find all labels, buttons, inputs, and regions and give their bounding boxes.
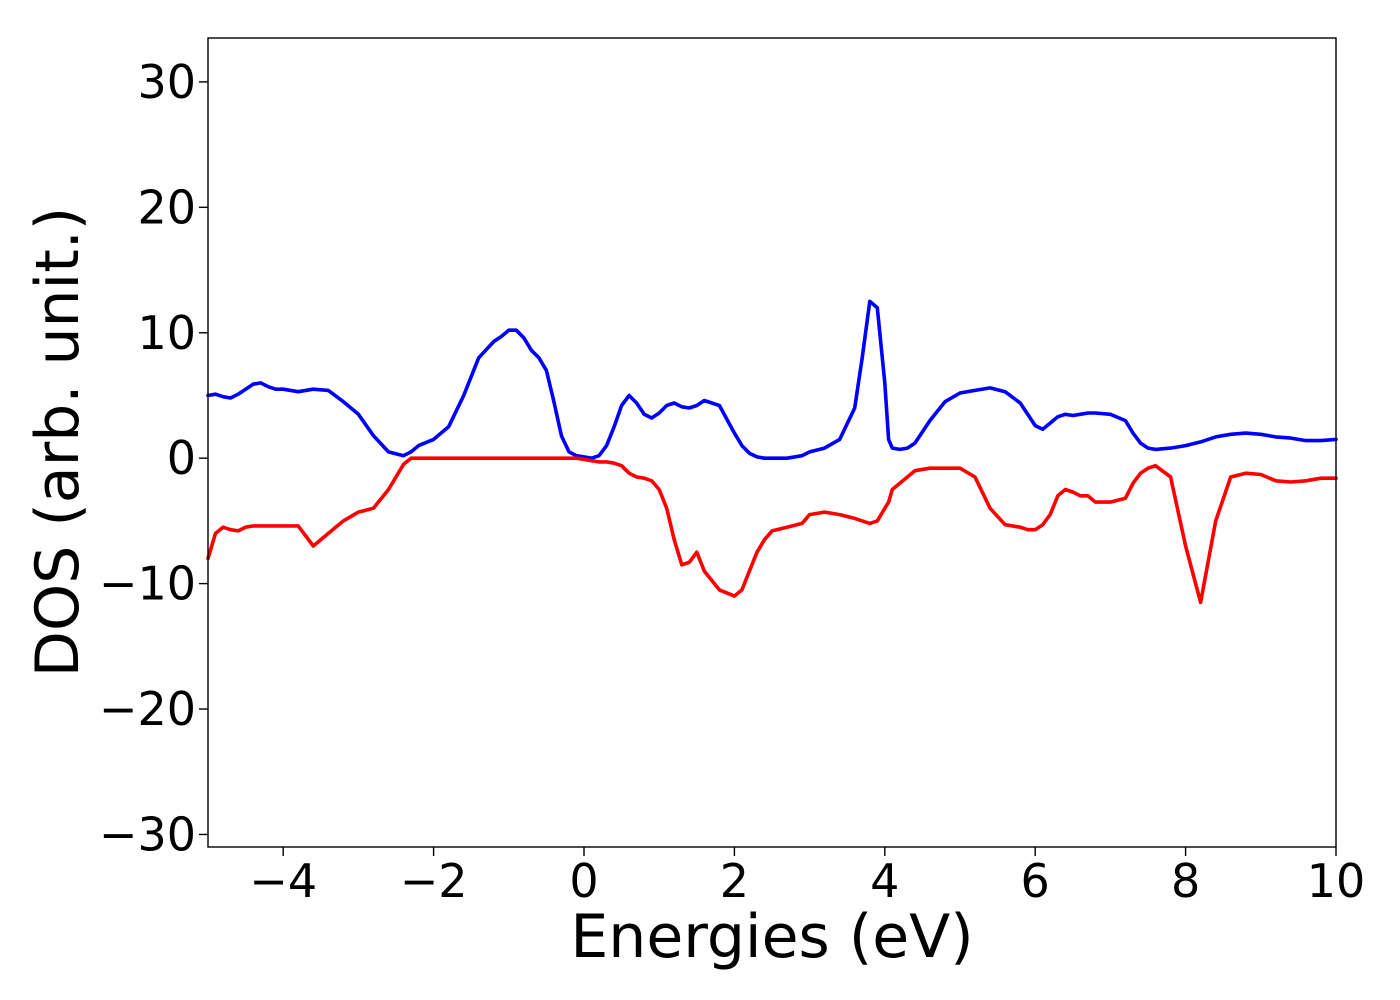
- y-tick-label: −10: [99, 557, 196, 611]
- y-tick-label: 30: [137, 55, 196, 109]
- y-tick-label: −30: [99, 807, 196, 861]
- y-tick-label: 20: [137, 180, 196, 234]
- y-axis-label: DOS (arb. unit.): [23, 207, 93, 677]
- x-tick-label: 10: [1307, 854, 1366, 908]
- x-tick-label: 8: [1171, 854, 1200, 908]
- series-layer: [206, 299, 1338, 605]
- x-tick-label: −4: [249, 854, 317, 908]
- y-axis-ticks: −30 −20 −10 0 10 20 30: [99, 55, 208, 861]
- series-line-1: [206, 299, 1338, 460]
- plot-frame: [207, 37, 1337, 848]
- x-tick-label: −2: [400, 854, 468, 908]
- x-axis-ticks: −4 −2 0 2 4 6 8 10: [249, 847, 1365, 908]
- x-axis-label: Energies (eV): [570, 902, 973, 972]
- y-tick-label: 0: [167, 431, 196, 485]
- x-tick-label: 6: [1021, 854, 1050, 908]
- y-tick-label: 10: [137, 306, 196, 360]
- y-tick-label: −20: [99, 682, 196, 736]
- series-line-2: [206, 456, 1338, 605]
- x-tick-label: 0: [569, 854, 598, 908]
- x-tick-label: 2: [720, 854, 749, 908]
- x-tick-label: 4: [870, 854, 899, 908]
